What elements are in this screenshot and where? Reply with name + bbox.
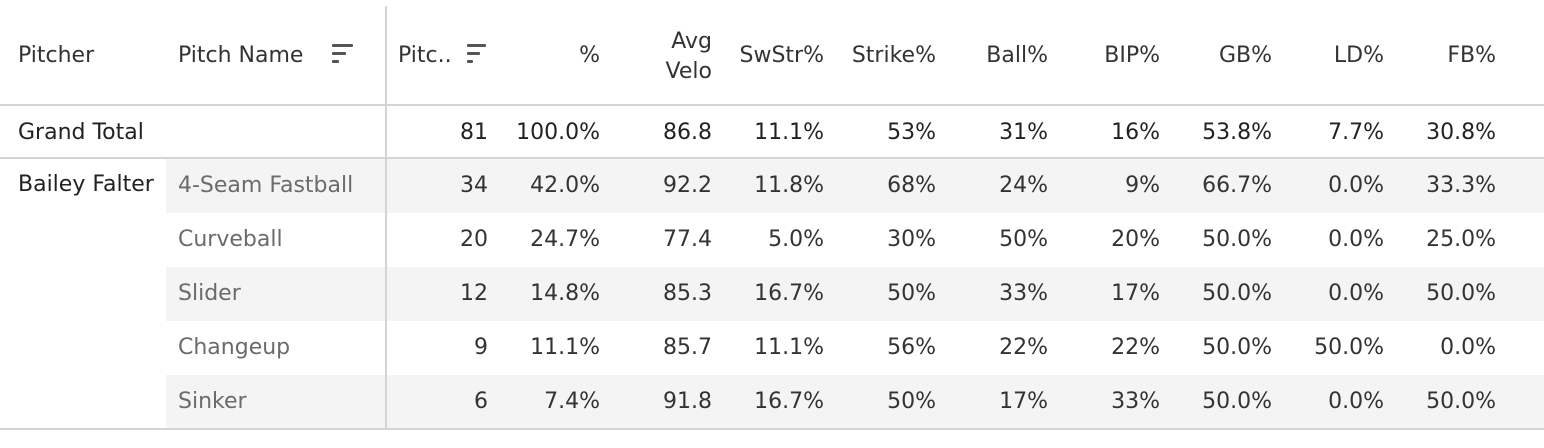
- row-band: [166, 267, 1544, 321]
- avg-velo-cell: 85.3: [663, 281, 712, 306]
- strike-cell: 50%: [887, 389, 936, 414]
- header-divider: [0, 104, 1544, 106]
- grand-total-pct: 100.0%: [516, 120, 600, 145]
- pct-cell: 42.0%: [530, 173, 600, 198]
- bip-cell: 33%: [1111, 389, 1160, 414]
- strike-cell: 30%: [887, 227, 936, 252]
- swstr-cell: 16.7%: [754, 389, 824, 414]
- gb-cell: 66.7%: [1202, 173, 1272, 198]
- fb-cell: 25.0%: [1426, 227, 1496, 252]
- pct-cell: 24.7%: [530, 227, 600, 252]
- ball-cell: 50%: [999, 227, 1048, 252]
- fb-cell: 33.3%: [1426, 173, 1496, 198]
- header-pct[interactable]: %: [579, 43, 600, 68]
- row-band: [166, 375, 1544, 429]
- pitch-name-cell[interactable]: Changeup: [178, 335, 291, 360]
- gb-cell: 50.0%: [1202, 281, 1272, 306]
- grand-total-swstr: 11.1%: [754, 120, 824, 145]
- grand-total-avg-velo: 86.8: [663, 120, 712, 145]
- header-avg-velo-line2[interactable]: Velo: [665, 59, 712, 84]
- ld-cell: 0.0%: [1328, 389, 1384, 414]
- ld-cell: 0.0%: [1328, 173, 1384, 198]
- pitches-cell: 34: [460, 173, 488, 198]
- ld-cell: 0.0%: [1328, 281, 1384, 306]
- header-ball[interactable]: Ball%: [986, 43, 1048, 68]
- swstr-cell: 11.1%: [754, 335, 824, 360]
- pitches-cell: 20: [460, 227, 488, 252]
- header-bip[interactable]: BIP%: [1104, 43, 1160, 68]
- header-fb[interactable]: FB%: [1447, 43, 1496, 68]
- ball-cell: 22%: [999, 335, 1048, 360]
- grand-total-pitches: 81: [460, 120, 488, 145]
- grand-total-ld: 7.7%: [1328, 120, 1384, 145]
- grand-total-gb: 53.8%: [1202, 120, 1272, 145]
- ball-cell: 33%: [999, 281, 1048, 306]
- pct-cell: 14.8%: [530, 281, 600, 306]
- header-strike[interactable]: Strike%: [851, 43, 936, 68]
- strike-cell: 50%: [887, 281, 936, 306]
- bip-cell: 17%: [1111, 281, 1160, 306]
- header-ld[interactable]: LD%: [1333, 43, 1384, 68]
- pitch-name-cell[interactable]: Sinker: [178, 389, 247, 414]
- sort-descending-icon[interactable]: [467, 44, 489, 66]
- avg-velo-cell: 85.7: [663, 335, 712, 360]
- strike-cell: 68%: [887, 173, 936, 198]
- gb-cell: 50.0%: [1202, 335, 1272, 360]
- ball-cell: 24%: [999, 173, 1048, 198]
- pitches-cell: 9: [474, 335, 488, 360]
- header-avg-velo-line1[interactable]: Avg: [671, 29, 712, 54]
- grand-total-label: Grand Total: [18, 120, 144, 145]
- bip-cell: 22%: [1111, 335, 1160, 360]
- pitcher-name[interactable]: Bailey Falter: [18, 172, 154, 197]
- avg-velo-cell: 91.8: [663, 389, 712, 414]
- header-pitcher[interactable]: Pitcher: [18, 43, 95, 68]
- fb-cell: 50.0%: [1426, 281, 1496, 306]
- pitch-name-cell[interactable]: Curveball: [178, 227, 283, 252]
- grand-total-ball: 31%: [999, 120, 1048, 145]
- pitch-name-cell[interactable]: Slider: [178, 281, 241, 306]
- pct-cell: 11.1%: [530, 335, 600, 360]
- pitch-name-cell[interactable]: 4-Seam Fastball: [178, 173, 354, 198]
- row-band: [166, 159, 1544, 213]
- header-swstr[interactable]: SwStr%: [739, 43, 825, 68]
- pct-cell: 7.4%: [544, 389, 600, 414]
- gb-cell: 50.0%: [1202, 389, 1272, 414]
- total-divider: [0, 157, 1544, 159]
- ld-cell: 0.0%: [1328, 227, 1384, 252]
- gb-cell: 50.0%: [1202, 227, 1272, 252]
- avg-velo-cell: 92.2: [663, 173, 712, 198]
- swstr-cell: 11.8%: [754, 173, 824, 198]
- pitches-cell: 12: [460, 281, 488, 306]
- pitches-cell: 6: [474, 389, 488, 414]
- sort-descending-icon[interactable]: [332, 44, 354, 66]
- bottom-divider: [0, 428, 1544, 430]
- bip-cell: 20%: [1111, 227, 1160, 252]
- bip-cell: 9%: [1125, 173, 1160, 198]
- grand-total-strike: 53%: [887, 120, 936, 145]
- ball-cell: 17%: [999, 389, 1048, 414]
- swstr-cell: 16.7%: [754, 281, 824, 306]
- ld-cell: 50.0%: [1314, 335, 1384, 360]
- fb-cell: 50.0%: [1426, 389, 1496, 414]
- grand-total-fb: 30.8%: [1426, 120, 1496, 145]
- header-pitches[interactable]: Pitc..: [398, 43, 452, 68]
- fb-cell: 0.0%: [1440, 335, 1496, 360]
- dimension-divider: [385, 6, 387, 429]
- strike-cell: 56%: [887, 335, 936, 360]
- grand-total-bip: 16%: [1111, 120, 1160, 145]
- swstr-cell: 5.0%: [768, 227, 824, 252]
- header-pitch-name[interactable]: Pitch Name: [178, 43, 304, 68]
- avg-velo-cell: 77.4: [663, 227, 712, 252]
- header-gb[interactable]: GB%: [1218, 43, 1272, 68]
